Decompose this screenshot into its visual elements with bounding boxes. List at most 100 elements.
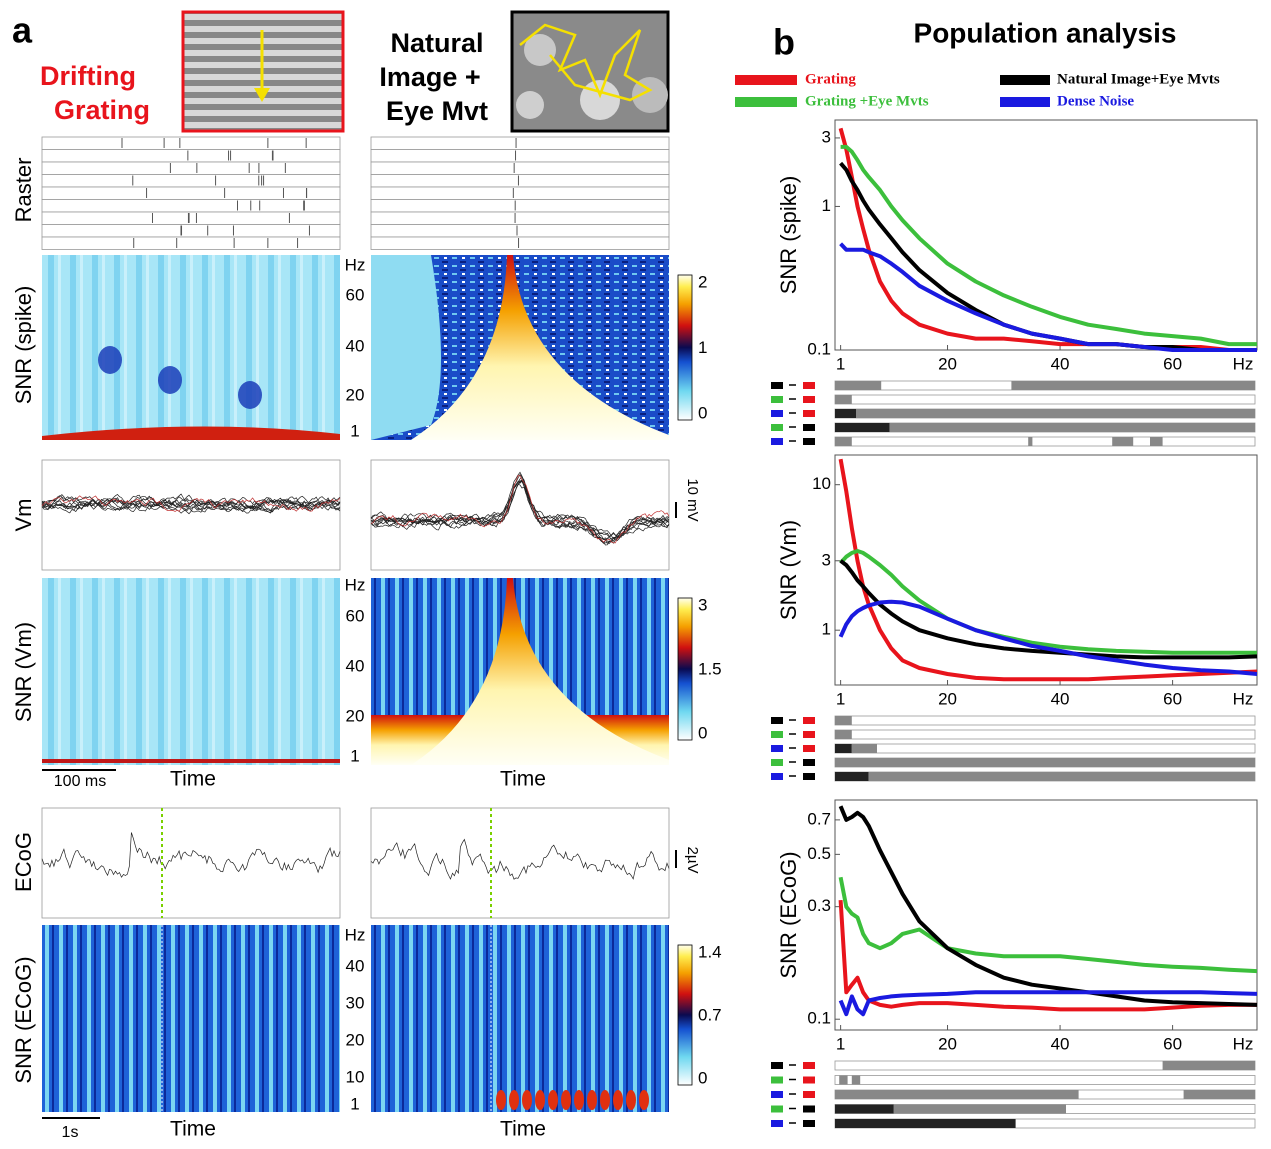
panel-b: Grating Grating +Eye Mvts Natural Image+Ey… — [735, 71, 1258, 1129]
plot-area — [834, 119, 1258, 351]
y-axis-label: SNR (Vm) — [776, 520, 801, 620]
pair-swatch — [803, 745, 815, 752]
trace — [41, 495, 341, 512]
significance-segment — [1011, 381, 1255, 390]
legend-swatch — [1000, 97, 1050, 107]
y-tick-label: 20 — [346, 706, 365, 725]
heatmap-blob — [548, 1090, 558, 1110]
stripe — [183, 110, 343, 116]
series-line — [838, 805, 1258, 1007]
arrow-head — [254, 88, 270, 102]
heatmap-blob — [613, 1090, 623, 1110]
pair-swatch — [771, 745, 783, 752]
trace — [370, 475, 670, 544]
y-tick-label: 1 — [350, 1094, 359, 1113]
series-line — [839, 559, 1258, 660]
legend-swatch — [1000, 75, 1050, 85]
y-tick-label: 0.3 — [807, 896, 831, 915]
y-tick-label: 10 — [812, 474, 831, 493]
significance-segment — [889, 423, 1255, 432]
y-unit: Hz — [345, 925, 366, 944]
heatmap-blob — [238, 381, 262, 409]
x-label: Time — [500, 1118, 546, 1141]
y-axis-label: SNR (spike) — [776, 176, 801, 295]
trace — [370, 473, 670, 542]
row-label: SNR (spike) — [11, 286, 36, 405]
raster-trial — [41, 211, 341, 225]
trace-frame — [370, 807, 670, 919]
significance-segment — [835, 772, 869, 781]
pair-swatch — [771, 731, 783, 738]
series-line — [838, 599, 1258, 676]
significance-segment — [1150, 437, 1163, 446]
raster-trial — [370, 136, 670, 150]
pair-swatch — [803, 759, 815, 766]
pair-swatch — [803, 717, 815, 724]
y-tick-label: 1 — [822, 196, 831, 215]
pair-swatch — [771, 1062, 783, 1069]
x-tick-label: 1 — [836, 1034, 845, 1053]
row-label: Vm — [11, 499, 36, 532]
row-label: Raster — [11, 158, 36, 223]
trace — [41, 498, 341, 513]
x-label: Time — [500, 768, 546, 791]
colorbar — [677, 944, 693, 1086]
pair-swatch — [771, 1076, 783, 1084]
significance-segment — [839, 1075, 848, 1085]
pair-swatch — [771, 410, 783, 417]
y-tick-label: 40 — [346, 956, 365, 975]
stimulus-border — [181, 10, 345, 133]
scale-label: 100 ms — [54, 773, 106, 790]
heatmap-cone — [411, 578, 669, 765]
significance-segment — [835, 758, 1255, 767]
series-line — [839, 242, 1257, 352]
heatmap — [42, 255, 340, 440]
significance-segment — [835, 1090, 1079, 1099]
y-tick-label: 40 — [346, 336, 365, 355]
raster-trial — [370, 211, 670, 225]
legend-swatch — [735, 97, 797, 107]
pair-swatch — [771, 773, 783, 780]
y-tick-label: 40 — [346, 656, 365, 675]
y-tick-label: 60 — [346, 606, 365, 625]
x-unit: Hz — [1233, 1034, 1254, 1053]
y-tick-label: 3 — [822, 127, 831, 146]
heatmap-band — [42, 759, 340, 763]
raster-trial — [370, 236, 670, 250]
raster-trial — [41, 149, 341, 163]
significance-segment — [1162, 1061, 1255, 1070]
y-tick-label: 0.1 — [807, 1009, 831, 1028]
heatmap-band — [42, 426, 340, 440]
heatmap — [42, 925, 340, 1112]
y-tick-label: 1 — [350, 421, 359, 440]
y-tick-label: 60 — [346, 285, 365, 304]
x-tick-label: 20 — [938, 689, 957, 708]
pair-swatch — [803, 1105, 815, 1113]
heatmap-blob — [561, 1090, 571, 1110]
pair-swatch — [803, 1120, 815, 1127]
pair-swatch — [771, 717, 783, 724]
heatmap-blob — [496, 1090, 506, 1110]
x-label: Time — [170, 768, 216, 791]
series-line — [838, 899, 1257, 1012]
pair-swatch — [803, 424, 815, 431]
scale-label: 2µV — [684, 847, 701, 874]
grating-stimulus — [181, 10, 345, 133]
colorbar-tick-label: 1.4 — [698, 942, 722, 961]
raster-trial — [370, 174, 670, 188]
panel-title: Population analysis — [914, 17, 1177, 48]
significance-segment — [868, 772, 1255, 781]
stripe — [183, 122, 343, 128]
raster-trial — [370, 186, 670, 200]
colorbar-tick-label: 0 — [698, 723, 707, 742]
pair-swatch — [803, 1062, 815, 1069]
significance-segment — [851, 744, 877, 753]
heatmap-cone — [411, 255, 669, 440]
legend-label: Dense Noise — [1057, 93, 1134, 109]
pair-swatch — [771, 424, 783, 431]
y-tick-label: 10 — [346, 1067, 365, 1086]
stripe — [183, 26, 343, 32]
legend-swatch — [735, 75, 797, 85]
significance-segment — [893, 1104, 1066, 1114]
